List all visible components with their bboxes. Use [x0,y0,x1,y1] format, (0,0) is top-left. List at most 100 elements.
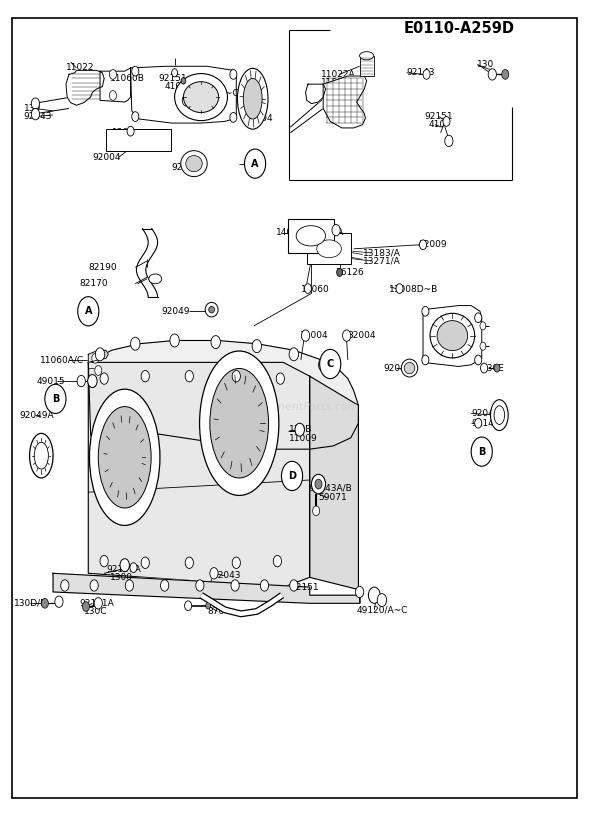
Text: 92049A: 92049A [19,410,54,419]
Text: 32151: 32151 [290,583,319,592]
Ellipse shape [175,73,228,120]
Text: 130E: 130E [112,129,135,138]
Circle shape [182,94,191,106]
Circle shape [94,597,103,609]
Circle shape [130,337,140,350]
Polygon shape [88,350,108,362]
Polygon shape [130,66,236,123]
Polygon shape [66,70,104,105]
Ellipse shape [494,406,504,424]
Circle shape [422,306,429,316]
Text: 82004: 82004 [348,331,376,340]
Circle shape [368,587,380,603]
Circle shape [260,580,268,591]
Ellipse shape [90,389,160,526]
Circle shape [480,342,486,350]
Ellipse shape [209,306,215,313]
Polygon shape [53,573,359,603]
Ellipse shape [490,400,508,431]
Circle shape [423,69,430,79]
Text: 130C: 130C [84,607,107,616]
Circle shape [120,558,129,571]
Circle shape [290,580,298,591]
Text: 11004: 11004 [300,331,328,340]
Circle shape [313,506,320,516]
Ellipse shape [359,51,373,59]
Text: 92143: 92143 [24,112,52,121]
Ellipse shape [34,442,48,469]
Text: 11060B: 11060B [322,78,356,87]
Text: 11008D~B: 11008D~B [389,285,438,294]
Circle shape [83,602,90,611]
Circle shape [481,363,487,373]
Text: 130E: 130E [482,364,504,373]
Circle shape [273,555,281,567]
Circle shape [185,601,192,610]
Circle shape [132,112,139,121]
Circle shape [125,580,133,591]
Text: 92043: 92043 [213,571,241,580]
Ellipse shape [437,321,468,351]
Text: 92049: 92049 [161,307,189,316]
Text: 49015: 49015 [37,377,65,386]
Ellipse shape [296,225,326,246]
Ellipse shape [149,274,162,284]
Text: 92151: 92151 [424,112,453,121]
Circle shape [130,562,137,572]
Circle shape [77,375,86,387]
Ellipse shape [401,359,418,377]
Text: 130A: 130A [322,228,345,237]
Circle shape [343,330,351,341]
Circle shape [301,330,310,341]
Text: 92043A/B: 92043A/B [308,484,352,492]
Circle shape [445,135,453,147]
Circle shape [95,365,102,375]
Text: ReplacementParts.com: ReplacementParts.com [231,402,359,412]
Circle shape [230,112,237,122]
Text: 92151A: 92151A [79,599,114,608]
Circle shape [244,149,266,178]
Ellipse shape [186,155,202,172]
Ellipse shape [99,407,151,508]
Circle shape [295,423,304,436]
Circle shape [480,322,486,330]
Circle shape [109,69,116,79]
Circle shape [141,370,149,382]
Circle shape [377,593,386,606]
Text: 59071: 59071 [319,493,348,502]
Text: 92043: 92043 [383,364,412,373]
Circle shape [210,567,218,579]
Circle shape [127,126,134,136]
Circle shape [55,596,63,607]
Circle shape [90,580,99,591]
Text: 92009: 92009 [418,240,447,249]
Text: 11060B: 11060B [110,74,145,83]
Circle shape [502,69,509,79]
Text: 82190: 82190 [88,263,117,272]
Text: 13271/A: 13271/A [362,256,400,265]
Circle shape [96,348,105,361]
Circle shape [232,557,240,568]
Circle shape [281,462,303,491]
Circle shape [88,374,97,387]
Circle shape [419,240,427,250]
Polygon shape [323,76,366,128]
Text: 13183/A: 13183/A [362,248,401,257]
Circle shape [100,373,108,384]
Text: 49120/A~C: 49120/A~C [357,606,408,615]
Ellipse shape [199,351,279,496]
Circle shape [172,68,178,77]
Text: 82170: 82170 [79,279,107,288]
Circle shape [475,355,482,365]
Circle shape [494,364,500,372]
Circle shape [61,580,69,591]
Bar [288,219,334,253]
Text: 92004: 92004 [93,153,121,162]
Ellipse shape [205,302,218,317]
Circle shape [31,98,40,109]
Circle shape [230,69,237,79]
Text: 92143: 92143 [407,68,435,77]
Circle shape [181,77,186,84]
Text: 92151A: 92151A [106,565,140,574]
Ellipse shape [183,81,219,112]
